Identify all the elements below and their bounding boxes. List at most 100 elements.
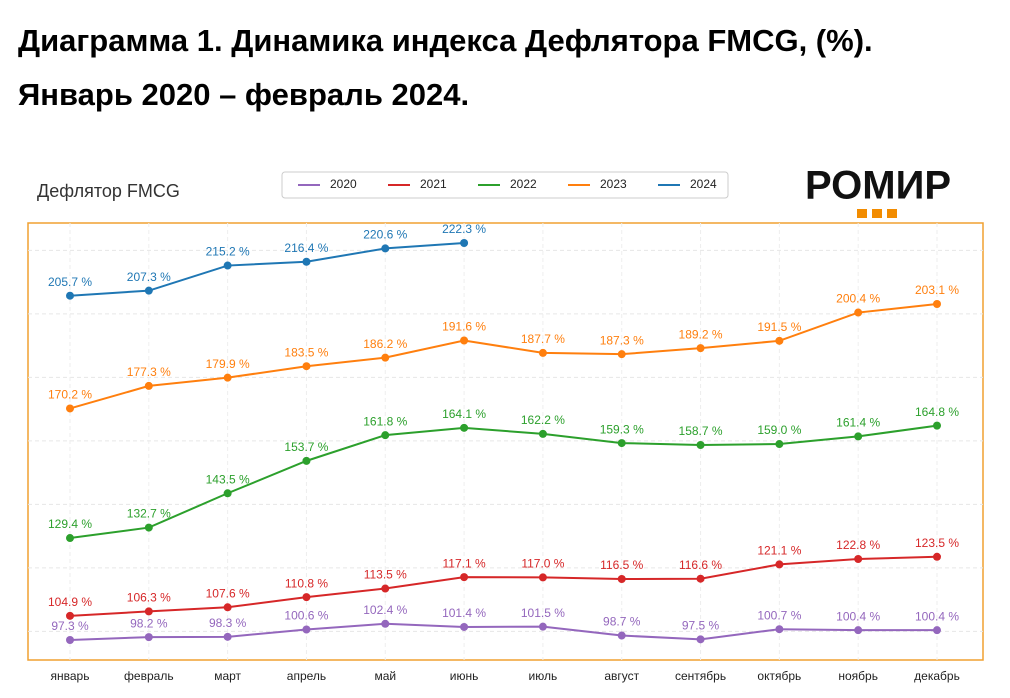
data-label: 101.4 % xyxy=(442,606,486,620)
series-line xyxy=(69,424,938,540)
point xyxy=(617,575,626,584)
point xyxy=(66,404,74,413)
point xyxy=(617,439,626,448)
point xyxy=(460,239,469,248)
data-label: 220.6 % xyxy=(363,228,407,242)
point xyxy=(538,348,547,357)
data-label: 107.6 % xyxy=(206,586,250,600)
point xyxy=(538,622,547,631)
x-tick-label: май xyxy=(374,669,396,683)
data-label: 110.8 % xyxy=(285,576,328,590)
data-label: 215.2 % xyxy=(206,245,250,259)
series-line xyxy=(69,555,938,617)
data-label: 158.7 % xyxy=(679,424,723,438)
data-label: 203.1 % xyxy=(915,283,959,297)
data-label: 98.3 % xyxy=(209,616,247,630)
data-label: 113.5 % xyxy=(364,568,407,582)
data-label: 97.5 % xyxy=(682,619,720,633)
data-label: 106.3 % xyxy=(127,591,171,605)
point xyxy=(460,423,469,432)
point xyxy=(854,555,863,564)
point xyxy=(460,336,469,345)
x-tick-label: сентябрь xyxy=(675,669,726,683)
point xyxy=(696,440,705,449)
point xyxy=(775,625,784,634)
point xyxy=(854,432,863,441)
legend-box xyxy=(281,171,729,199)
point xyxy=(381,584,390,593)
data-label: 121.1 % xyxy=(757,544,801,558)
data-label: 164.1 % xyxy=(442,407,486,421)
point xyxy=(381,244,390,253)
logo-dot xyxy=(872,209,882,218)
data-label: 116.6 % xyxy=(679,558,722,572)
point xyxy=(460,622,469,631)
point xyxy=(66,635,74,644)
data-label: 161.8 % xyxy=(363,414,407,428)
data-label: 100.4 % xyxy=(836,609,880,623)
point xyxy=(302,593,311,602)
point xyxy=(302,362,311,371)
chart-label: Дефлятор FMCG xyxy=(37,181,180,201)
point xyxy=(223,489,232,498)
x-tick-label: март xyxy=(214,669,241,683)
data-label: 97.3 % xyxy=(51,619,89,633)
data-label: 191.6 % xyxy=(442,320,486,334)
data-label: 187.3 % xyxy=(600,333,644,347)
data-label: 132.7 % xyxy=(127,507,171,521)
point xyxy=(617,350,626,359)
series-line xyxy=(69,622,937,641)
data-label: 164.8 % xyxy=(915,405,959,419)
legend-label: 2021 xyxy=(420,177,447,191)
x-tick-label: январь xyxy=(51,669,90,683)
data-label: 191.5 % xyxy=(757,320,801,334)
point xyxy=(775,336,784,345)
data-label: 102.4 % xyxy=(363,603,407,617)
data-label: 117.1 % xyxy=(443,556,486,570)
point xyxy=(696,574,705,583)
data-label: 100.6 % xyxy=(284,609,328,623)
point xyxy=(696,344,705,353)
point xyxy=(933,299,941,308)
series-line xyxy=(69,242,465,297)
point xyxy=(144,286,153,295)
x-tick-label: октябрь xyxy=(757,669,801,683)
legend-label: 2023 xyxy=(600,177,627,191)
data-label: 189.2 % xyxy=(679,327,723,341)
data-label: 205.7 % xyxy=(48,275,92,289)
point xyxy=(223,632,232,641)
legend-label: 2024 xyxy=(690,177,717,191)
x-tick-label: июнь xyxy=(450,669,479,683)
point xyxy=(144,523,153,532)
point xyxy=(381,619,390,628)
data-label: 183.5 % xyxy=(284,345,328,359)
point xyxy=(854,308,863,317)
point xyxy=(933,552,941,561)
data-label: 179.9 % xyxy=(206,357,250,371)
point xyxy=(144,381,153,390)
data-label: 129.4 % xyxy=(48,517,92,531)
point xyxy=(775,560,784,569)
point xyxy=(66,291,74,300)
point xyxy=(460,573,469,582)
data-label: 162.2 % xyxy=(521,413,565,427)
data-label: 117.0 % xyxy=(521,557,564,571)
data-label: 122.8 % xyxy=(836,538,880,552)
data-label: 104.9 % xyxy=(48,595,92,609)
point xyxy=(933,626,941,635)
point xyxy=(223,261,232,270)
point xyxy=(302,456,311,465)
series-line xyxy=(69,302,938,410)
data-label: 200.4 % xyxy=(836,292,880,306)
data-label: 159.0 % xyxy=(757,423,801,437)
data-label: 161.4 % xyxy=(836,416,880,430)
data-label: 186.2 % xyxy=(363,337,407,351)
logo: РОМИР xyxy=(805,164,951,208)
point xyxy=(617,631,626,640)
data-label: 207.3 % xyxy=(127,270,171,284)
data-label: 100.4 % xyxy=(915,609,959,623)
legend-label: 2022 xyxy=(510,177,537,191)
data-label: 143.5 % xyxy=(206,472,250,486)
point xyxy=(223,603,232,612)
x-tick-label: ноябрь xyxy=(838,669,878,683)
